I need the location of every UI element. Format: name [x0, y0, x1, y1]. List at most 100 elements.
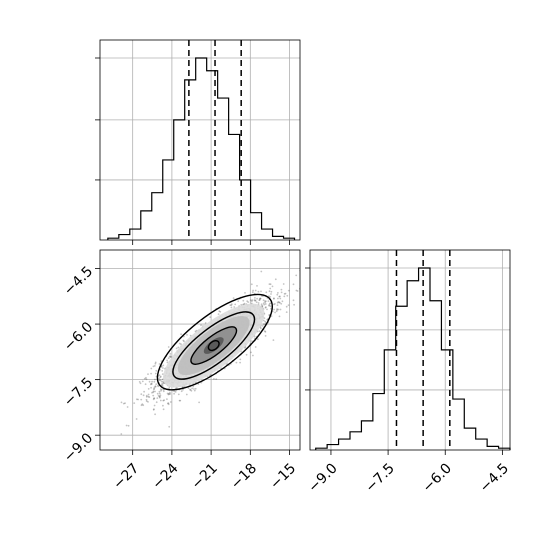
scatter-point — [254, 289, 257, 292]
scatter-point — [137, 398, 140, 401]
scatter-point — [140, 393, 143, 396]
y-tick-label-0: −9.0 — [61, 430, 96, 465]
scatter-point — [232, 297, 235, 299]
scatter-point — [156, 397, 159, 399]
scatter-point — [268, 304, 270, 307]
scatter-point — [152, 365, 155, 368]
scatter-point — [157, 384, 159, 387]
panel-frame — [99, 249, 301, 451]
scatter-point — [166, 398, 168, 400]
scatter-point — [153, 365, 156, 367]
scatter-point — [229, 304, 232, 306]
scatter-point — [153, 397, 156, 400]
scatter-point — [141, 380, 144, 383]
scatter-point — [239, 358, 242, 361]
scatter-point — [183, 335, 185, 338]
scatter-point — [149, 383, 152, 386]
scatter-point — [265, 291, 268, 294]
scatter-point — [268, 290, 271, 293]
scatter-point — [152, 390, 155, 393]
scatter-point — [251, 291, 254, 294]
scatter-point — [161, 383, 164, 386]
scatter-point — [159, 394, 162, 397]
scatter-point — [178, 342, 181, 345]
scatter-point — [215, 378, 218, 380]
scatter-point — [126, 406, 129, 408]
scatter-point — [124, 402, 126, 405]
scatter-point — [190, 389, 193, 392]
scatter-point — [246, 300, 249, 302]
scatter-point — [162, 404, 164, 407]
scatter-point — [260, 303, 263, 306]
scatter-point — [148, 396, 151, 398]
scatter-point — [282, 283, 285, 285]
scatter-point — [167, 346, 170, 348]
scatter-point — [277, 301, 280, 303]
scatter-point — [167, 392, 170, 395]
scatter-point — [262, 319, 265, 322]
scatter-point — [159, 376, 162, 379]
scatter-point — [179, 399, 182, 402]
scatter-point — [276, 309, 278, 311]
scatter-point — [194, 387, 197, 390]
scatter-point — [193, 389, 196, 392]
scatter-point — [260, 295, 263, 297]
scatter-point — [277, 292, 279, 294]
scatter-point — [287, 289, 290, 292]
scatter-point — [264, 306, 267, 309]
scatter-point — [147, 395, 150, 398]
scatter-point — [150, 367, 153, 370]
scatter-point — [162, 399, 165, 402]
scatter-point — [277, 297, 279, 300]
scatter-point — [213, 378, 215, 380]
scatter-point — [254, 299, 257, 302]
scatter-point — [145, 394, 148, 397]
scatter-point — [150, 382, 153, 385]
scatter-point — [191, 387, 194, 390]
scatter-point — [260, 327, 262, 330]
scatter-point — [183, 340, 185, 343]
scatter-point — [154, 372, 157, 375]
scatter-point — [264, 330, 266, 333]
scatter-point — [159, 379, 162, 381]
scatter-point — [264, 301, 266, 304]
scatter-point — [268, 304, 270, 306]
scatter-point — [167, 402, 170, 404]
scatter-point — [175, 347, 178, 350]
scatter-point — [140, 404, 143, 407]
x-tick-label-2: −21 — [189, 460, 221, 492]
scatter-point — [158, 379, 161, 382]
scatter-point — [161, 373, 164, 375]
scatter-point — [173, 390, 176, 393]
scatter-content — [120, 269, 300, 435]
scatter-point — [157, 394, 160, 397]
scatter-point — [198, 401, 201, 404]
scatter-point — [230, 306, 233, 309]
scatter-point — [250, 300, 253, 303]
y-tick-label-3: −4.5 — [61, 263, 96, 298]
scatter-point — [154, 385, 157, 388]
scatter-point — [160, 384, 163, 386]
scatter-point — [249, 299, 252, 301]
scatter-point — [158, 363, 161, 365]
scatter-point — [148, 380, 151, 383]
scatter-point — [185, 393, 188, 396]
scatter-point — [173, 392, 176, 395]
scatter-point — [250, 351, 252, 354]
scatter-point — [251, 299, 254, 301]
scatter-point — [169, 355, 171, 358]
scatter-point — [217, 313, 220, 315]
scatter-point — [277, 308, 280, 311]
scatter-point — [257, 338, 259, 341]
scatter-point — [167, 357, 170, 360]
scatter-point — [145, 398, 148, 401]
x-tick-label-3: −4.5 — [477, 460, 512, 495]
scatter-point — [120, 433, 123, 435]
scatter-point — [161, 382, 164, 385]
scatter-point — [193, 388, 195, 390]
scatter-point — [286, 294, 289, 297]
scatter-point — [138, 381, 141, 383]
scatter-point — [230, 303, 233, 306]
scatter-point — [166, 359, 169, 362]
